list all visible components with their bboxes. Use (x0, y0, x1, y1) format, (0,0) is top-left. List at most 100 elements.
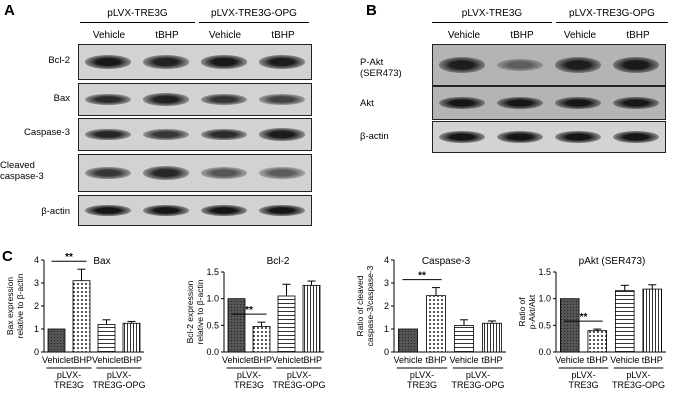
bar (227, 298, 246, 353)
blot-band (200, 55, 248, 69)
bar-charts: Bax 0 1 2 3 4 Bax expressionrelative to β-acti… (5, 252, 666, 390)
blot-b-row-label: P-Akt (SER473) (360, 57, 402, 79)
bar (47, 328, 66, 353)
blot-band (258, 167, 306, 179)
x-tick-label: tBHP (71, 355, 92, 365)
x-tick-label: tBHP (642, 355, 663, 365)
bar (72, 280, 91, 353)
y-tick-label: 0.5 (538, 320, 551, 330)
y-tick-label: 2 (34, 301, 39, 311)
significance-marker: ** (65, 252, 73, 263)
x-tick-label: Vehicle (92, 355, 121, 365)
y-tick-label: 0.0 (538, 347, 551, 357)
blot-band (142, 55, 190, 69)
x-tick-label: tBHP (251, 355, 272, 365)
blot-a-row-label: Bax (53, 93, 70, 104)
blot-b-group-label: pLVX-TRE3G-OPG (569, 8, 655, 19)
bar (97, 324, 116, 353)
blot-band (438, 57, 486, 73)
blot-band (200, 204, 248, 217)
blot-a-strip (78, 118, 312, 151)
bar (302, 284, 321, 353)
panel-letter-b: B (366, 2, 377, 19)
group-label: pLVX-TRE3G-OPG (451, 370, 504, 390)
blot-b-group-line (556, 22, 668, 23)
blot-a-strip (78, 44, 312, 80)
blot-a-row-label: β-actin (41, 206, 70, 217)
blot-a-group-line (199, 22, 309, 23)
panel-letter-c: C (2, 248, 13, 265)
blot-b-strip (432, 121, 666, 153)
y-axis-label: Ratio of cleavedcaspase-3/caspase-3 (355, 265, 375, 346)
bar (482, 322, 502, 353)
blot-a-row-label: Caspase-3 (24, 127, 70, 138)
blot-band (200, 167, 248, 179)
y-tick-label: 1 (384, 324, 389, 334)
x-tick-label: Vehicle (42, 355, 71, 365)
blot-band (612, 96, 660, 110)
y-tick-label: 1.5 (538, 267, 551, 277)
bar (277, 295, 296, 353)
blot-band (84, 166, 132, 180)
chart-title: Caspase-3 (422, 256, 471, 267)
bar (615, 290, 635, 353)
group-label: pLVX-TRE3G (54, 370, 84, 390)
blot-band (612, 130, 660, 144)
blot-a-strip (78, 195, 312, 226)
x-tick-label: tBHP (301, 355, 322, 365)
group-label: pLVX-TRE3G (568, 370, 598, 390)
chart-title: Bax (93, 256, 110, 267)
blot-b-lane-label: tBHP (510, 30, 534, 41)
blot-b-row-label: Akt (360, 98, 374, 109)
blot-b-strip (432, 86, 666, 120)
panel-letter-a: A (4, 2, 15, 19)
blot-band (438, 130, 486, 144)
group-label: pLVX-TRE3G-OPG (92, 370, 145, 390)
blot-band (258, 55, 306, 69)
x-tick-label: Vehicle (272, 355, 301, 365)
significance-marker: ** (245, 305, 253, 316)
blot-a-strip (78, 154, 312, 192)
group-label: pLVX-TRE3G-OPG (612, 370, 665, 390)
blot-band (84, 55, 132, 69)
blot-band (142, 128, 190, 141)
blot-a-lane-label: tBHP (155, 30, 179, 41)
bar (252, 326, 271, 353)
blot-a-group-line (80, 22, 195, 23)
bar (454, 325, 474, 353)
y-tick-label: 4 (384, 255, 389, 265)
blot-band (612, 57, 660, 73)
bar (398, 328, 418, 353)
blot-b-strip (432, 44, 666, 86)
group-label: pLVX-TRE3G (234, 370, 264, 390)
blot-b-group-line (432, 22, 552, 23)
chart-title: Bcl-2 (267, 256, 290, 267)
bar (642, 288, 663, 353)
blot-band (496, 59, 544, 71)
y-tick-label: 1.0 (538, 294, 551, 304)
blot-a-lane-label: Vehicle (208, 30, 242, 41)
blot-band (258, 128, 306, 141)
group-label: pLVX-TRE3G-OPG (272, 370, 325, 390)
blot-band (496, 130, 544, 144)
y-axis-label: Ratio ofp-Akt/Akt (517, 294, 537, 329)
blot-band (258, 204, 306, 217)
blot-band (554, 96, 602, 110)
blot-a-lane-label: Vehicle (92, 30, 126, 41)
blot-band (258, 94, 306, 105)
significance-marker: ** (418, 271, 426, 282)
bar (587, 330, 608, 353)
blot-a-strip (78, 83, 312, 116)
group-label: pLVX-TRE3G (407, 370, 437, 390)
blot-band (84, 128, 132, 141)
blot-band (554, 57, 602, 73)
x-tick-label: Vehicle (555, 355, 584, 365)
y-tick-label: 1 (34, 324, 39, 334)
y-tick-label: 0.5 (206, 320, 219, 330)
y-tick-label: 0 (384, 347, 389, 357)
blot-b-group-label: pLVX-TRE3G (461, 8, 523, 19)
x-tick-label: tBHP (425, 355, 446, 365)
x-tick-label: tBHP (587, 355, 608, 365)
blot-a-lane-label: tBHP (271, 30, 295, 41)
y-tick-label: 3 (384, 278, 389, 288)
